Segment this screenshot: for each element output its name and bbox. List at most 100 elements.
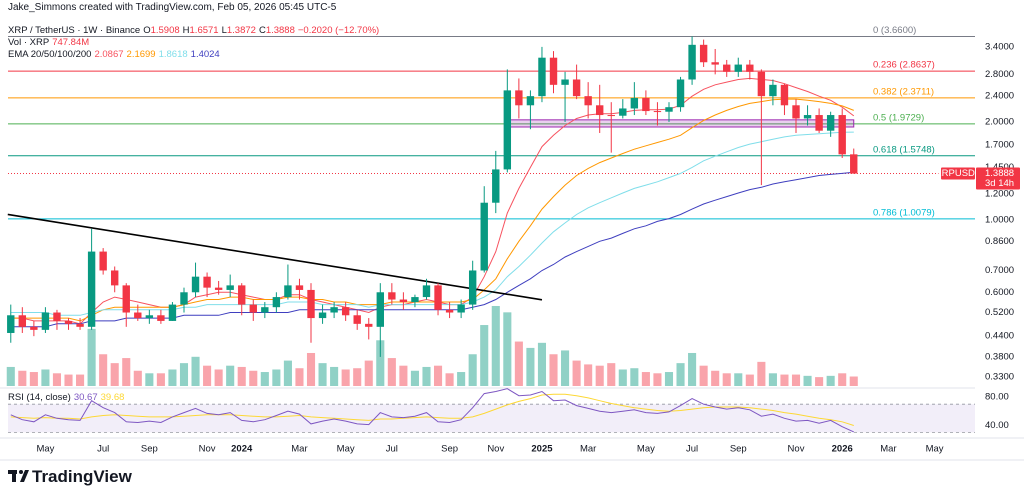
candle-body — [157, 315, 165, 321]
volume-bar — [6, 366, 15, 386]
volume-bar — [826, 375, 835, 386]
rsi-tick-label: 40.00 — [985, 420, 1009, 431]
volume-bar — [330, 366, 339, 386]
candle-body — [826, 115, 835, 131]
volume-bar — [595, 365, 604, 386]
x-tick-label: Mar — [291, 444, 307, 455]
symbol: XRP / TetherUS · 1W · Binance — [8, 25, 141, 36]
rsi-header: RSI (14, close) 30.67 39.68 — [8, 392, 127, 403]
ema-value: 1.4024 — [190, 49, 220, 60]
volume-bar — [653, 373, 662, 386]
logo-part — [20, 470, 29, 482]
ohlc-label: H — [182, 25, 190, 36]
candle-body — [480, 202, 488, 271]
volume-bar — [76, 374, 85, 386]
countdown: 3d 14h — [985, 178, 1014, 189]
y-tick-label: 0.3800 — [985, 351, 1014, 362]
volume-bar — [318, 363, 327, 386]
volume-bar — [295, 368, 304, 386]
x-tick-label: Jul — [386, 444, 398, 455]
candle-body — [330, 307, 338, 313]
volume-bar — [572, 360, 581, 386]
candle-body — [838, 115, 846, 155]
ohlc-label: C — [258, 25, 266, 36]
x-tick-label: Sep — [141, 444, 158, 455]
candle-body — [261, 307, 269, 313]
candle-body — [18, 315, 27, 327]
candle-body — [168, 304, 177, 321]
x-tick-label: Nov — [788, 444, 805, 455]
candle-body — [365, 323, 373, 327]
candle-body — [619, 108, 627, 116]
tv-logo — [8, 470, 29, 482]
volume-bar — [237, 366, 246, 386]
volume-bar — [122, 358, 131, 386]
volume-bar — [537, 342, 547, 386]
volume-bar — [41, 369, 50, 386]
volume-bar — [457, 372, 466, 386]
volume-bar — [514, 341, 523, 386]
ohlc-label: O — [143, 25, 151, 36]
candle-body — [780, 84, 789, 106]
ema-header: EMA 20/50/100/200 2.0867 2.1699 1.8618 1.402… — [8, 49, 223, 60]
candle-body — [757, 71, 766, 97]
volume-bar — [272, 369, 281, 386]
fib-label: 0.5 (1.9729) — [873, 112, 924, 123]
y-tick-label: 3.4000 — [985, 41, 1014, 52]
ohlc-value: 1.6571 — [189, 25, 219, 36]
volume-bar — [526, 347, 535, 386]
candle-body — [596, 105, 604, 116]
candle-body — [515, 90, 523, 106]
ohlc-value: 1.3872 — [226, 25, 256, 36]
volume-bar — [64, 374, 73, 386]
volume-bar — [422, 366, 431, 386]
volume-bar — [480, 325, 489, 386]
volume-bar — [630, 368, 639, 386]
x-tick-label: Sep — [730, 444, 747, 455]
volume-bar — [156, 373, 165, 386]
volume-bar — [561, 350, 570, 386]
candle-body — [388, 292, 396, 300]
volume-bar — [214, 369, 223, 386]
candle-body — [284, 285, 292, 298]
volume-title: Vol · XRP — [8, 37, 50, 48]
x-tick-label: May — [337, 444, 355, 455]
ohlc-value: 1.5908 — [150, 25, 180, 36]
price-tag-bg — [976, 167, 1020, 190]
volume-bar — [110, 363, 119, 386]
volume-bar — [133, 370, 142, 386]
ema-line — [10, 77, 855, 325]
volume-bar — [341, 369, 350, 386]
volume-bar — [699, 365, 708, 386]
candle-body — [526, 96, 535, 106]
credit: Jake_Simmons created with TradingView.co… — [8, 2, 337, 13]
y-tick-label: 0.8600 — [985, 236, 1014, 247]
volume-bar — [203, 365, 212, 386]
volume-bar — [676, 363, 685, 386]
candle-body — [226, 285, 234, 290]
candle-body — [734, 64, 742, 72]
x-tick-label: Sep — [441, 444, 458, 455]
candle-body — [723, 64, 731, 72]
candle-body — [815, 115, 823, 131]
volume-bar — [803, 375, 812, 386]
candle-body — [711, 62, 719, 65]
candle-body — [653, 111, 662, 113]
rsi-title: RSI (14, close) — [8, 392, 71, 403]
candle-body — [549, 57, 558, 85]
candle-body — [688, 44, 696, 80]
ema-title: EMA 20/50/100/200 — [8, 49, 92, 60]
candle-body — [238, 285, 246, 305]
y-tick-label: 1.7000 — [985, 139, 1014, 150]
candle-body — [191, 276, 200, 293]
y-tick-label: 0.7000 — [985, 265, 1014, 276]
symbol-header: XRP / TetherUS · 1W · Binance O1.5908 H1.6… — [8, 25, 382, 36]
volume-bar — [618, 369, 627, 386]
y-tick-label: 2.0000 — [985, 116, 1014, 127]
candle-body — [572, 79, 581, 97]
zone — [506, 119, 855, 128]
main-pane — [6, 35, 975, 386]
volume-bar — [191, 356, 200, 386]
candle-body — [53, 312, 61, 321]
ema-value: 2.0867 — [94, 49, 124, 60]
